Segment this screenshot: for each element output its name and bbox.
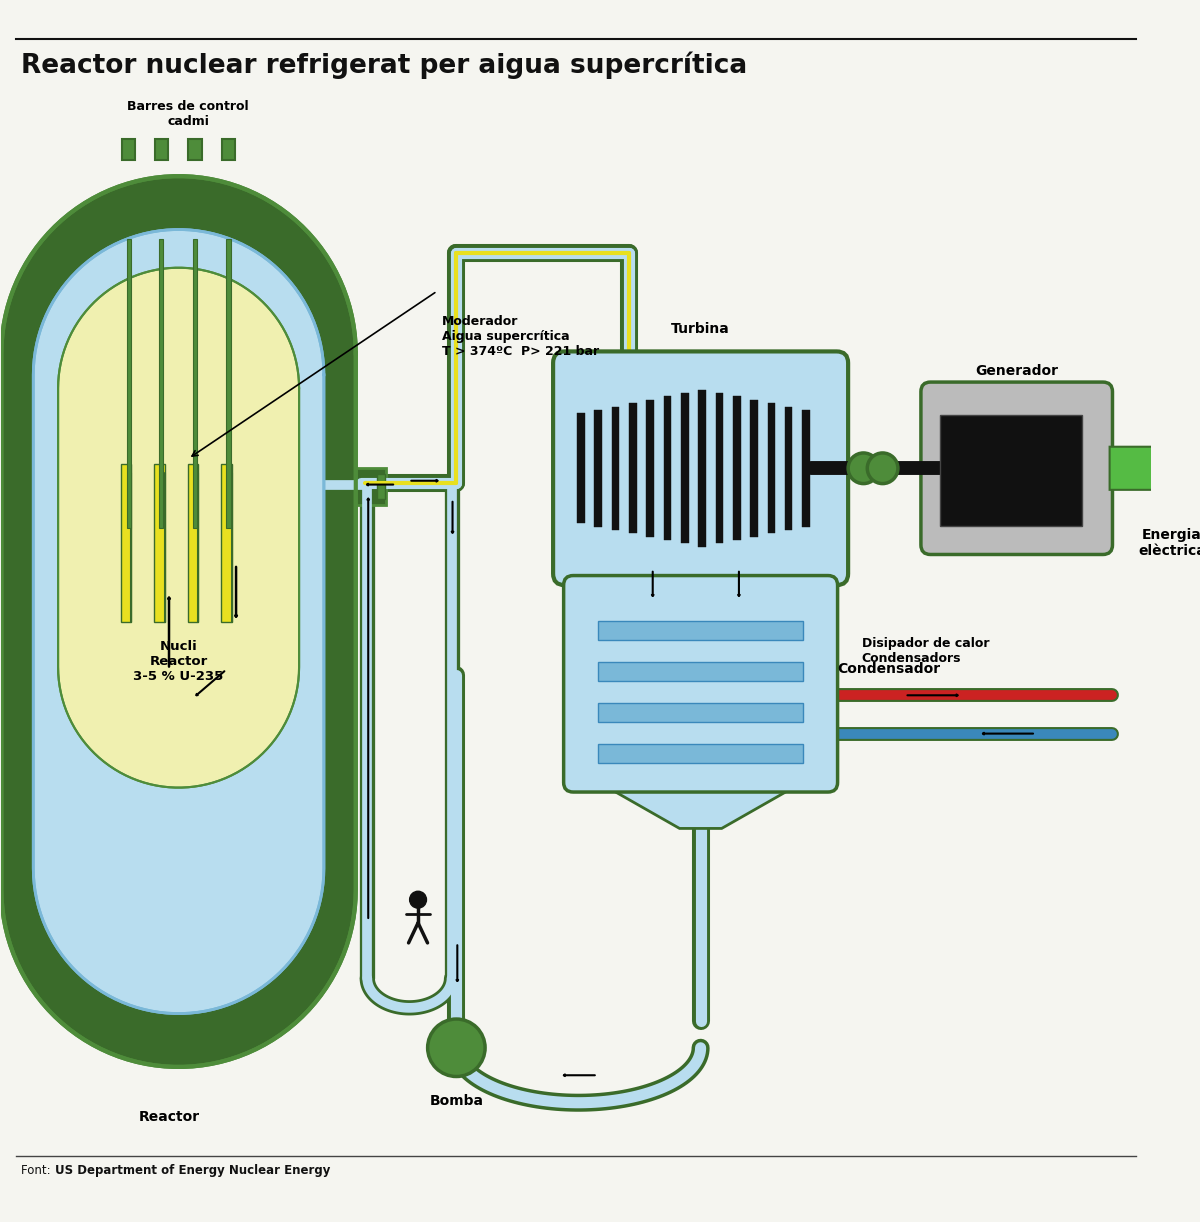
Bar bbox=[221, 464, 232, 622]
Bar bbox=[940, 414, 1082, 525]
Bar bbox=[785, 407, 792, 530]
FancyBboxPatch shape bbox=[553, 352, 848, 585]
Bar bbox=[188, 139, 202, 160]
Bar bbox=[647, 400, 654, 536]
Bar bbox=[187, 464, 198, 622]
Bar bbox=[598, 662, 803, 682]
FancyArrow shape bbox=[1110, 440, 1200, 496]
Bar bbox=[154, 464, 164, 622]
Polygon shape bbox=[58, 268, 299, 788]
Polygon shape bbox=[599, 782, 803, 829]
Text: Barres de control
cadmi: Barres de control cadmi bbox=[127, 100, 248, 128]
Circle shape bbox=[409, 891, 426, 908]
Bar bbox=[750, 400, 758, 536]
Bar bbox=[355, 468, 386, 505]
Bar bbox=[598, 621, 803, 640]
Bar bbox=[127, 238, 131, 528]
Text: Turbina: Turbina bbox=[671, 323, 730, 336]
Bar bbox=[768, 403, 775, 533]
Bar bbox=[377, 474, 384, 499]
Bar bbox=[122, 139, 136, 160]
Text: Energia
elèctrica: Energia elèctrica bbox=[1138, 528, 1200, 558]
Bar bbox=[598, 744, 803, 764]
Bar bbox=[193, 238, 197, 528]
Circle shape bbox=[868, 453, 898, 484]
Bar bbox=[577, 413, 584, 523]
Bar bbox=[155, 139, 168, 160]
Text: Bomba: Bomba bbox=[430, 1094, 484, 1108]
Text: Disipador de calor
Condensadors: Disipador de calor Condensadors bbox=[862, 637, 989, 665]
Bar bbox=[715, 393, 724, 544]
Polygon shape bbox=[34, 230, 324, 1013]
FancyBboxPatch shape bbox=[564, 576, 838, 792]
Bar bbox=[802, 409, 810, 527]
Polygon shape bbox=[1, 176, 355, 1067]
Bar bbox=[0, 468, 1, 505]
Bar bbox=[594, 409, 602, 527]
FancyBboxPatch shape bbox=[920, 382, 1112, 555]
Bar bbox=[121, 464, 131, 622]
Circle shape bbox=[848, 453, 878, 484]
Bar bbox=[160, 238, 163, 528]
Text: Nucli
Reactor
3-5 % U-235: Nucli Reactor 3-5 % U-235 bbox=[133, 640, 223, 683]
Bar bbox=[698, 390, 706, 546]
Bar bbox=[629, 403, 637, 533]
Text: US Department of Energy Nuclear Energy: US Department of Energy Nuclear Energy bbox=[55, 1163, 330, 1177]
Bar bbox=[733, 396, 740, 540]
Text: Reactor: Reactor bbox=[138, 1110, 199, 1124]
Bar bbox=[612, 407, 619, 530]
Text: Moderador
Aigua supercrítica
T > 374ºC  P> 221 bar: Moderador Aigua supercrítica T > 374ºC P… bbox=[442, 315, 599, 358]
Text: Condensador: Condensador bbox=[838, 662, 941, 677]
Circle shape bbox=[427, 1019, 485, 1077]
Text: Font:: Font: bbox=[20, 1163, 54, 1177]
Text: Generador: Generador bbox=[976, 364, 1058, 379]
Bar bbox=[598, 703, 803, 722]
Bar bbox=[664, 396, 671, 540]
Bar bbox=[227, 238, 230, 528]
Bar bbox=[680, 393, 689, 544]
Bar bbox=[222, 139, 235, 160]
Text: Reactor nuclear refrigerat per aigua supercrítica: Reactor nuclear refrigerat per aigua sup… bbox=[20, 51, 746, 79]
